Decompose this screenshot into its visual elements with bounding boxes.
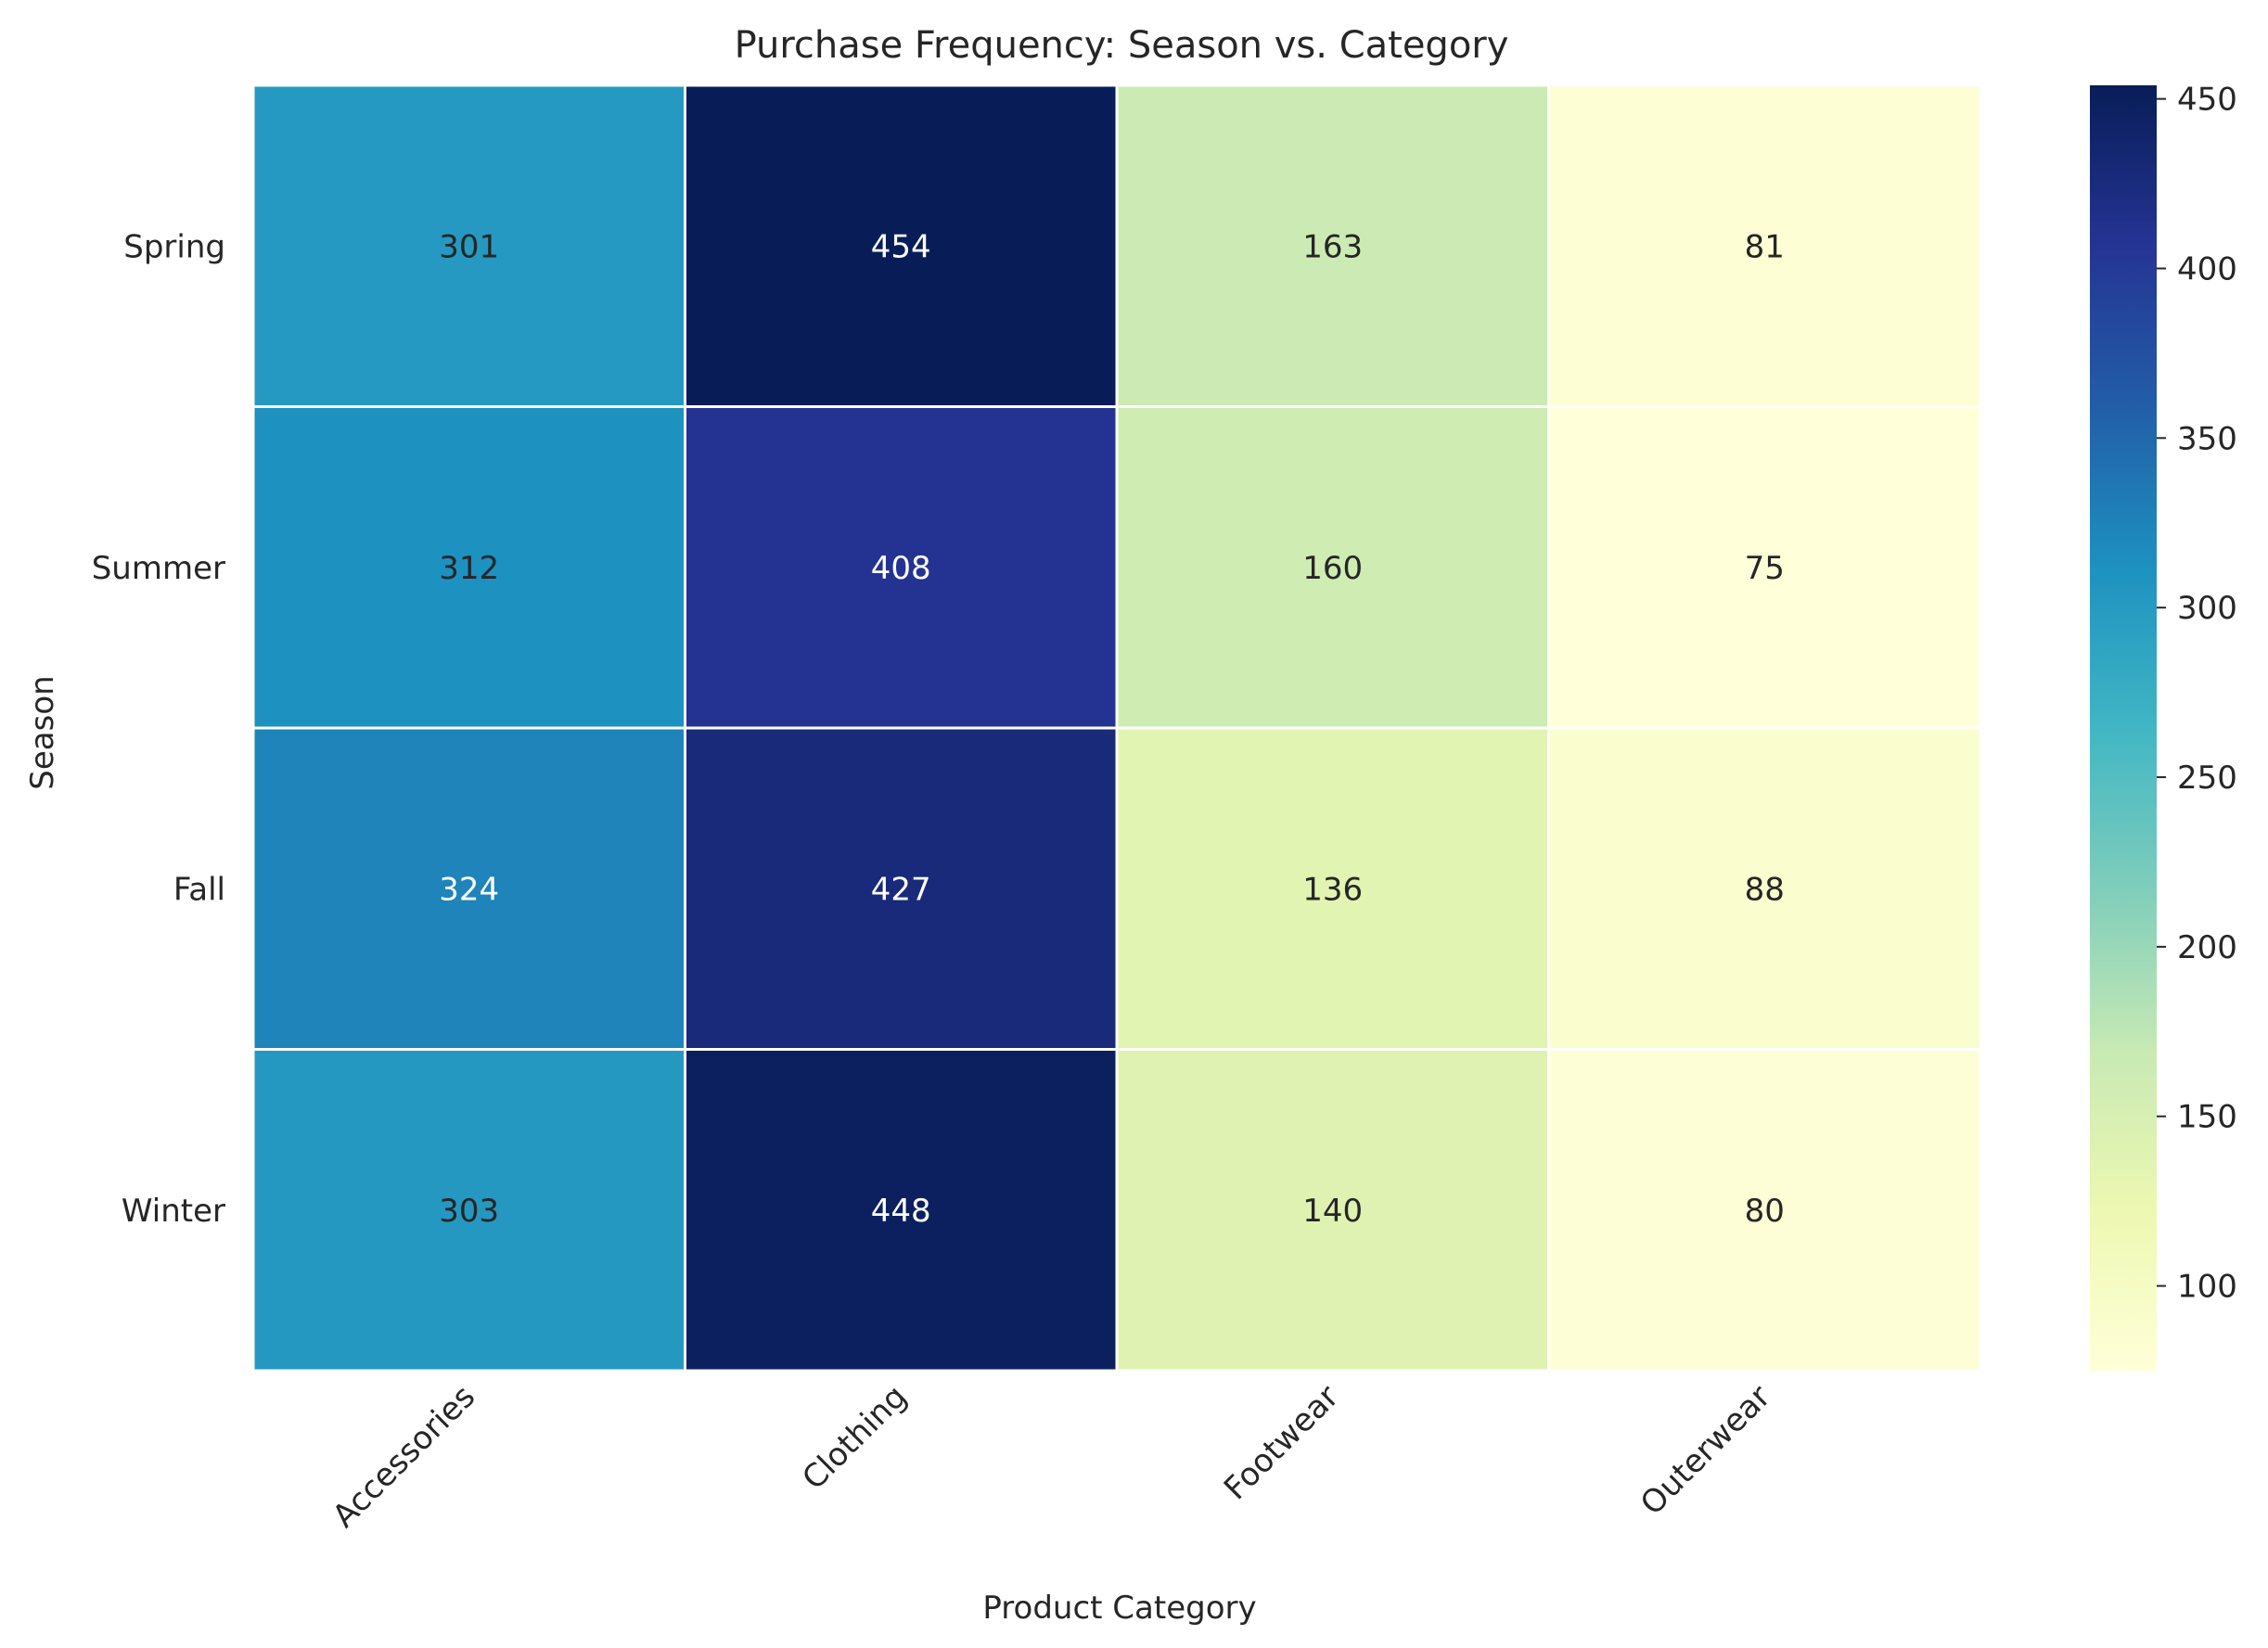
cell-value-label: 163: [1302, 228, 1363, 265]
heatmap-cell: [1115, 83, 1550, 408]
colorbar-tick-label: 450: [2177, 82, 2237, 119]
colorbar-tick-label: 400: [2177, 250, 2237, 287]
x-tick-label: Footwear: [1217, 1378, 1346, 1507]
cell-value-label: 301: [439, 228, 499, 265]
cell-value-label: 448: [871, 1193, 931, 1230]
cell-value-label: 408: [871, 550, 931, 587]
colorbar-gradient: [2090, 85, 2157, 1371]
cell-value-label: 75: [1745, 550, 1785, 587]
heatmap-cell: [1547, 1048, 1982, 1373]
heatmap-cell: [1547, 405, 1982, 730]
x-axis-label: Product Category: [982, 1590, 1256, 1627]
colorbar-tick-label: 300: [2177, 590, 2237, 627]
colorbar-tick-label: 150: [2177, 1099, 2237, 1136]
y-tick-label: Winter: [122, 1193, 225, 1230]
cell-value-label: 427: [871, 871, 931, 908]
colorbar-tick-label: 250: [2177, 760, 2237, 797]
heatmap-cell: [1115, 1048, 1550, 1373]
cell-value-label: 454: [871, 228, 931, 265]
cell-value-label: 80: [1745, 1193, 1785, 1230]
heatmap-cell: [251, 1048, 686, 1373]
y-tick-label: Fall: [173, 871, 225, 908]
cell-value-label: 303: [439, 1193, 499, 1230]
y-tick-labels: Spring Summer Fall Winter: [92, 228, 225, 1230]
heatmap-cell: [684, 726, 1119, 1051]
heatmap-cell: [251, 405, 686, 730]
colorbar-tick-label: 200: [2177, 929, 2237, 966]
cell-value-label: 324: [439, 871, 499, 908]
colorbar: 100 150 200 250 300 350 400 450: [2090, 82, 2237, 1371]
x-tick-label: Outerwear: [1634, 1378, 1778, 1523]
colorbar-tick-label: 100: [2177, 1269, 2237, 1306]
cell-value-label: 312: [439, 550, 499, 587]
colorbar-tick-label: 350: [2177, 420, 2237, 457]
heatmap-cell: [251, 83, 686, 408]
heatmap-cell: [1547, 726, 1982, 1051]
cell-value-label: 160: [1302, 550, 1363, 587]
heatmap-cell: [684, 405, 1119, 730]
y-axis-label: Season: [24, 675, 61, 789]
heatmap-cells: 301 454 163 81 312 408 160 75 324 427 136 88 303 448 1…: [251, 83, 1982, 1373]
y-tick-label: Summer: [92, 550, 225, 587]
heatmap-cell: [684, 83, 1119, 408]
chart-title: Purchase Frequency: Season vs. Category: [735, 24, 1509, 67]
heatmap-cell: [684, 1048, 1119, 1373]
cell-value-label: 88: [1745, 871, 1785, 908]
x-tick-labels: Accessories Clothing Footwear Outerwear: [326, 1378, 1778, 1535]
cell-value-label: 81: [1745, 228, 1785, 265]
y-tick-label: Spring: [123, 228, 225, 265]
cell-value-label: 140: [1302, 1193, 1363, 1230]
heatmap-cell: [1547, 83, 1982, 408]
cell-value-label: 136: [1302, 871, 1363, 908]
x-tick-label: Clothing: [795, 1378, 914, 1497]
x-tick-label: Accessories: [326, 1378, 482, 1535]
